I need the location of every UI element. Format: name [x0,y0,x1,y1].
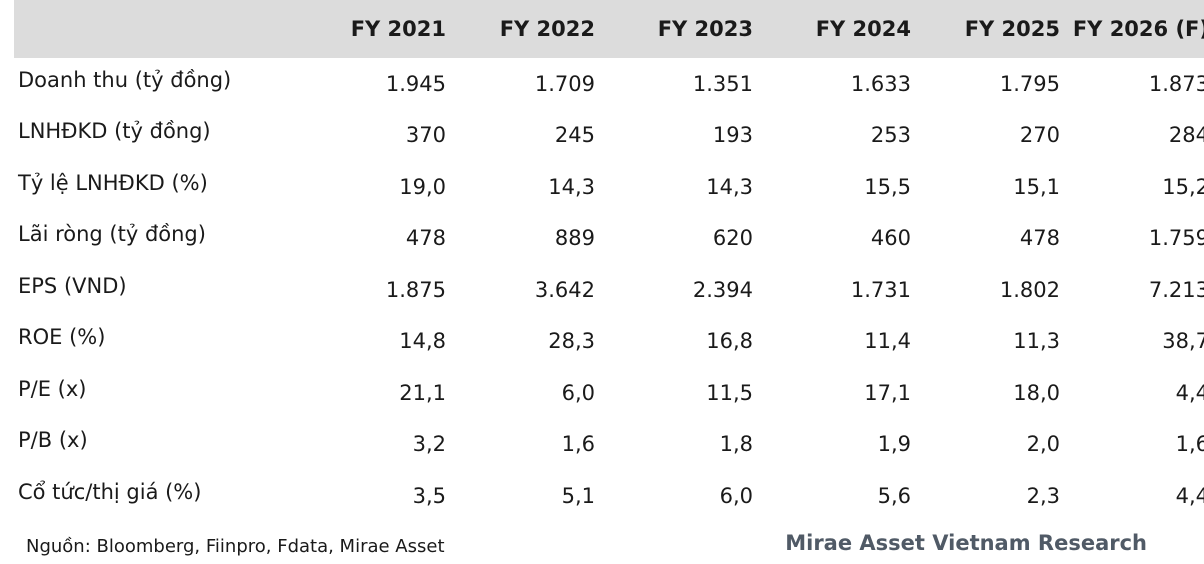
research-brand: Mirae Asset Vietnam Research [785,531,1147,555]
table-cell: 2,3 [1026,483,1060,508]
table-row: P/B (x) 3,2 1,6 1,8 1,9 2,0 1,6 [14,419,1204,471]
table-cell: 4,4 [1175,483,1204,508]
table-cell: 21,1 [399,380,446,405]
row-label: Lãi ròng (tỷ đồng) [18,222,206,247]
table-cell: 15,1 [1013,174,1060,199]
table-cell: 6,0 [561,380,595,405]
table-cell: 14,3 [548,174,595,199]
table-cell: 253 [870,123,911,148]
table-cell: 4,4 [1175,380,1204,405]
row-label: EPS (VND) [18,273,127,298]
table-cell: 38,7 [1162,329,1204,354]
table-cell: 14,3 [706,174,753,199]
table-cell: 5,6 [877,483,911,508]
table-cell: 1.945 [385,71,446,96]
table-cell: 11,4 [864,329,911,354]
table-cell: 1.873 [1148,71,1204,96]
header-cell-fy2025: FY 2025 [964,17,1060,41]
table-cell: 284 [1168,123,1204,148]
table-cell: 1.759 [1148,226,1204,251]
table-cell: 11,3 [1013,329,1060,354]
table-cell: 15,2 [1162,174,1204,199]
table-row: LNHĐKD (tỷ đồng) 370 245 193 253 270 284 [14,110,1204,162]
table-cell: 620 [712,226,753,251]
table-cell: 1.351 [692,71,753,96]
table-cell: 193 [712,123,753,148]
table-row: Doanh thu (tỷ đồng) 1.945 1.709 1.351 1.… [14,58,1204,110]
header-cell-fy2026f: FY 2026 (F) [1072,17,1204,41]
table-cell: 889 [554,226,595,251]
table-cell: 6,0 [719,483,753,508]
table-cell: 17,1 [864,380,911,405]
table-cell: 5,1 [561,483,595,508]
table-cell: 1.731 [850,277,911,302]
table-cell: 1.802 [999,277,1060,302]
header-cell-fy2023: FY 2023 [657,17,753,41]
header-cell-fy2024: FY 2024 [815,17,911,41]
header-cell-fy2022: FY 2022 [499,17,595,41]
table-cell: 478 [1019,226,1060,251]
table-cell: 245 [554,123,595,148]
table-cell: 2.394 [692,277,753,302]
table-row: EPS (VND) 1.875 3.642 2.394 1.731 1.802 … [14,264,1204,316]
table-cell: 3,2 [412,432,446,457]
table-row: Lãi ròng (tỷ đồng) 478 889 620 460 478 1… [14,213,1204,265]
table-row: P/E (x) 21,1 6,0 11,5 17,1 18,0 4,4 [14,367,1204,419]
table-row: ROE (%) 14,8 28,3 16,8 11,4 11,3 38,7 [14,316,1204,368]
table-cell: 3,5 [412,483,446,508]
row-label: ROE (%) [18,325,106,350]
table-cell: 14,8 [399,329,446,354]
table-cell: 270 [1019,123,1060,148]
row-label: P/E (x) [18,376,87,401]
table-cell: 28,3 [548,329,595,354]
table-cell: 1,8 [719,432,753,457]
table-cell: 1,6 [1175,432,1204,457]
table-cell: 2,0 [1026,432,1060,457]
table-cell: 460 [870,226,911,251]
header-cell-fy2021: FY 2021 [350,17,446,41]
header-cell-label [14,0,299,58]
table-body: Doanh thu (tỷ đồng) 1.945 1.709 1.351 1.… [14,58,1204,522]
financial-summary-table-container: FY 2021 FY 2022 FY 2023 FY 2024 FY 2025 … [14,0,1204,522]
table-cell: 3.642 [534,277,595,302]
table-cell: 16,8 [706,329,753,354]
table-cell: 18,0 [1013,380,1060,405]
financial-summary-table: FY 2021 FY 2022 FY 2023 FY 2024 FY 2025 … [14,0,1204,522]
table-row: Cổ tức/thị giá (%) 3,5 5,1 6,0 5,6 2,3 4… [14,470,1204,522]
table-cell: 1.875 [385,277,446,302]
table-cell: 19,0 [399,174,446,199]
table-cell: 15,5 [864,174,911,199]
table-row: Tỷ lệ LNHĐKD (%) 19,0 14,3 14,3 15,5 15,… [14,161,1204,213]
table-cell: 370 [405,123,446,148]
row-label: Tỷ lệ LNHĐKD (%) [18,170,208,195]
row-label: Cổ tức/thị giá (%) [18,479,202,504]
table-cell: 1.795 [999,71,1060,96]
source-note: Nguồn: Bloomberg, Fiinpro, Fdata, Mirae … [26,536,445,557]
table-cell: 1,6 [561,432,595,457]
row-label: Doanh thu (tỷ đồng) [18,67,232,92]
row-label: P/B (x) [18,428,88,453]
table-cell: 7.213 [1148,277,1204,302]
table-cell: 478 [405,226,446,251]
table-cell: 1.633 [850,71,911,96]
table-header-row: FY 2021 FY 2022 FY 2023 FY 2024 FY 2025 … [14,0,1204,58]
table-cell: 1,9 [877,432,911,457]
table-cell: 11,5 [706,380,753,405]
table-cell: 1.709 [534,71,595,96]
row-label: LNHĐKD (tỷ đồng) [18,119,211,144]
